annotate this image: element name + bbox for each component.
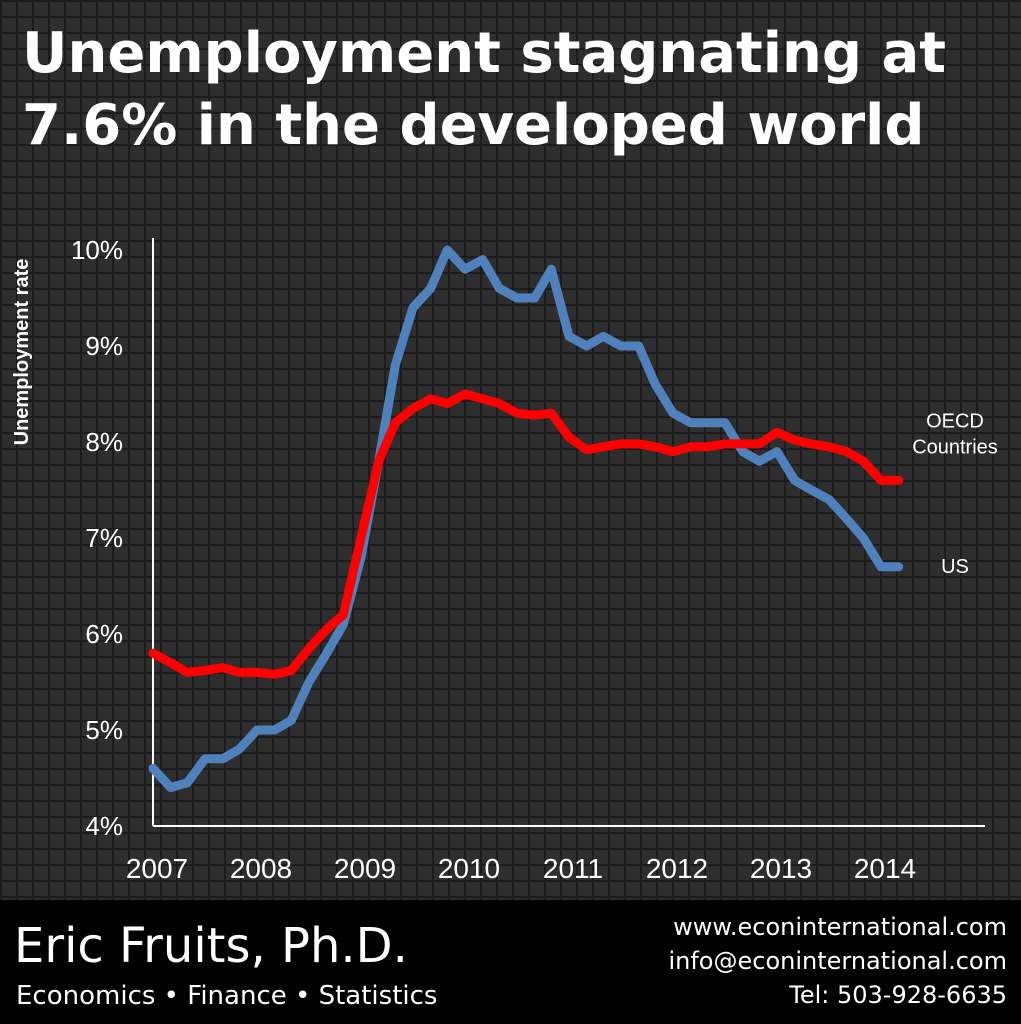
x-tick-label-2007: 2007 (126, 853, 188, 884)
y-tick-label-9pct: 9% (85, 331, 123, 361)
x-tick-label-2008: 2008 (230, 853, 292, 884)
y-axis-tick-labels: 4% 5% 6% 7% 8% 9% 10% (71, 235, 123, 841)
y-tick-label-7pct: 7% (85, 523, 123, 553)
email-link[interactable]: info@econinternational.com (668, 947, 1007, 975)
x-tick-label-2011: 2011 (543, 853, 603, 884)
x-tick-label-2013: 2013 (750, 853, 812, 884)
x-axis-tick-labels: 2007 2008 2009 2010 2011 2012 2013 2014 (126, 853, 916, 884)
x-tick-label-2010: 2010 (438, 853, 500, 884)
y-tick-label-4pct: 4% (85, 811, 123, 841)
y-tick-label-6pct: 6% (85, 619, 123, 649)
chart-title: Unemployment stagnating at 7.6% in the d… (22, 18, 1002, 162)
x-tick-label-2009: 2009 (334, 853, 396, 884)
author-name: Eric Fruits, Ph.D. (14, 918, 408, 974)
x-tick-label-2012: 2012 (646, 853, 708, 884)
y-tick-label-10pct: 10% (71, 235, 123, 265)
y-tick-label-5pct: 5% (85, 715, 123, 745)
website-link[interactable]: www.econinternational.com (673, 913, 1007, 941)
chart-title-line-2: 7.6% in the developed world (22, 93, 925, 158)
series-end-labels: OECD Countries US (912, 410, 998, 577)
y-axis-label: Unemployment rate (11, 259, 33, 446)
y-tick-label-8pct: 8% (85, 427, 123, 457)
contact-info: www.econinternational.com info@econinter… (668, 910, 1007, 1012)
series-end-label-oecd: OECD Countries (912, 410, 998, 458)
series-lines (148, 245, 904, 793)
series-line-oecd (148, 389, 904, 679)
series-line-us (148, 245, 904, 793)
x-tick-label-2014: 2014 (854, 853, 916, 884)
series-end-label-us: US (941, 556, 969, 578)
unemployment-line-chart: 4% 5% 6% 7% 8% 9% 10% 2007 2008 2009 2010 2011 2012… (11, 235, 998, 884)
phone-number: Tel: 503-928-6635 (789, 981, 1007, 1009)
author-tagline: Economics • Finance • Statistics (16, 981, 438, 1011)
chart-title-line-1: Unemployment stagnating at (22, 21, 946, 86)
footer-banner: Eric Fruits, Ph.D. Economics • Finance •… (0, 900, 1021, 1024)
